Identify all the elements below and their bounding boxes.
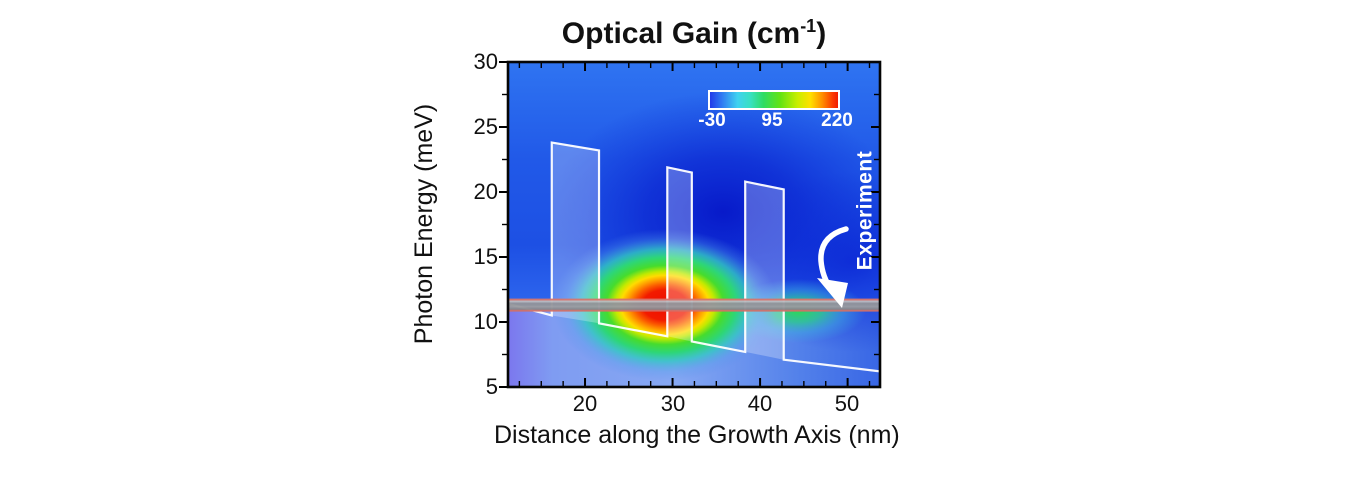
x-tick-label: 30 xyxy=(660,391,686,416)
y-tick-label: 25 xyxy=(473,114,498,139)
chart-title-end: ) xyxy=(816,17,827,50)
x-tick-label: 40 xyxy=(747,391,773,416)
y-axis-label: Photon Energy (meV) xyxy=(410,103,438,345)
y-tick-label: 30 xyxy=(473,49,498,74)
barrier-region xyxy=(551,142,600,324)
x-axis-label: Distance along the Growth Axis (nm) xyxy=(494,421,900,449)
chart-title-main: Optical Gain (cm xyxy=(561,17,801,50)
conduction-band-profile xyxy=(508,141,880,373)
colorbar xyxy=(708,90,840,110)
plot-frame xyxy=(506,60,882,389)
colorbar-tick-label: 95 xyxy=(761,110,783,131)
barrier-region xyxy=(745,181,784,360)
chart-title-superscript: -1 xyxy=(800,16,817,36)
gain-heatmap-plot xyxy=(499,60,882,389)
y-tick-label: 5 xyxy=(485,374,498,399)
y-tick-label: 10 xyxy=(473,309,498,334)
x-tick-label: 50 xyxy=(834,391,860,416)
experiment-line xyxy=(508,298,880,312)
experiment-arrow-head xyxy=(817,278,848,308)
x-tick-label: 20 xyxy=(572,391,598,416)
experiment-arrow xyxy=(817,226,849,308)
y-tick-label: 15 xyxy=(473,244,498,269)
axis-ticks xyxy=(499,61,879,388)
colorbar-tick-label: 220 xyxy=(821,110,853,131)
barrier-region xyxy=(667,167,692,342)
colorbar-gradient xyxy=(708,90,840,110)
colorbar-tick-label: -30 xyxy=(698,110,726,131)
band-structure-overlay xyxy=(508,141,880,373)
experiment-annotation: Experiment xyxy=(853,150,877,271)
y-tick-label: 20 xyxy=(473,179,498,204)
chart-title: Optical Gain (cm-1) xyxy=(494,16,894,51)
